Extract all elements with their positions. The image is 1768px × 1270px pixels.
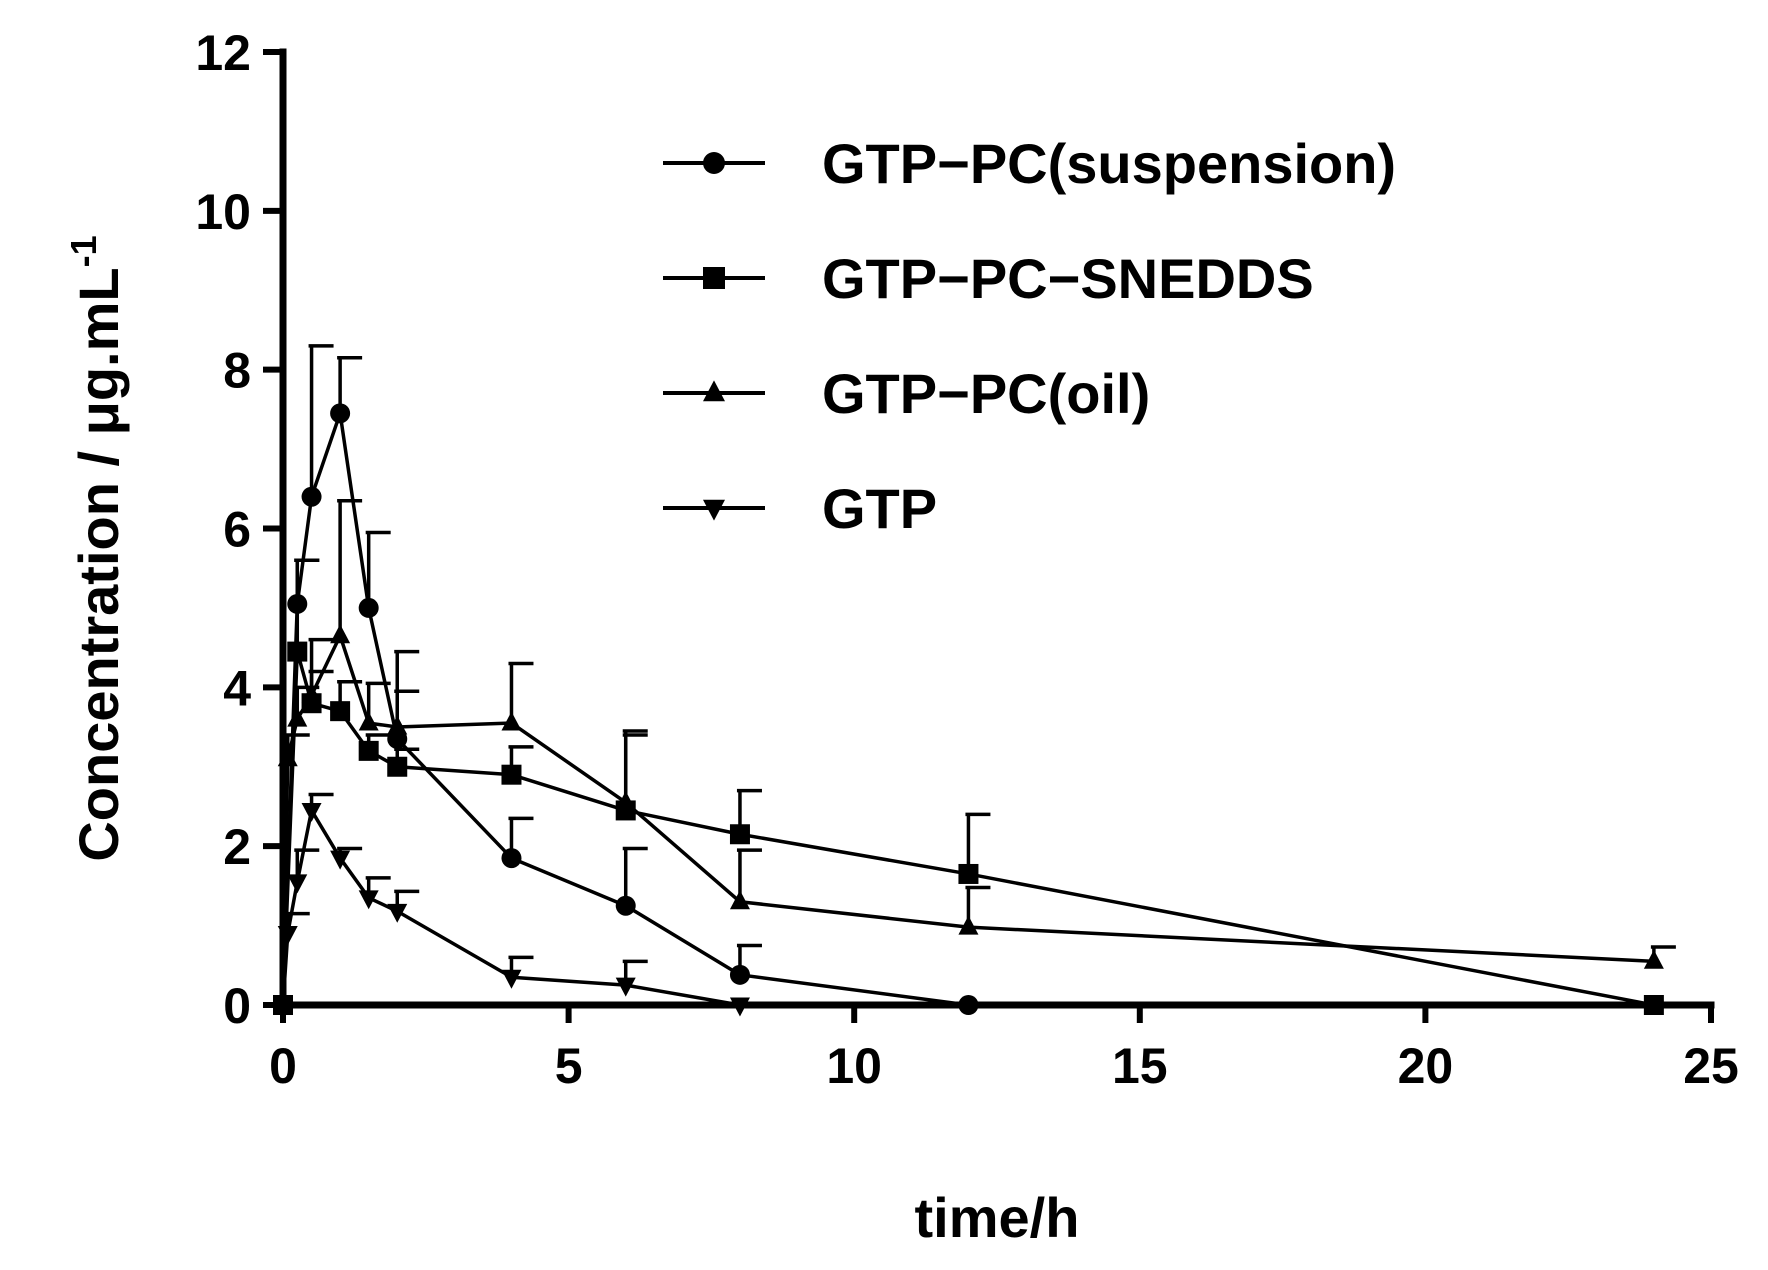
data-point-square bbox=[501, 764, 522, 785]
data-point-triangle-down bbox=[330, 850, 351, 870]
data-point-square bbox=[958, 863, 979, 884]
data-point-triangle-down bbox=[501, 969, 522, 989]
data-point-triangle-down bbox=[387, 903, 408, 923]
data-point-triangle-up bbox=[330, 624, 351, 644]
data-point-square bbox=[387, 756, 408, 777]
y-tick-label: 12 bbox=[195, 25, 251, 81]
data-point-triangle-up bbox=[703, 380, 725, 402]
series-markers bbox=[273, 403, 1664, 1017]
data-point-square bbox=[703, 267, 725, 289]
data-point-circle bbox=[501, 848, 522, 869]
data-point-triangle-up bbox=[358, 711, 379, 731]
error-bars bbox=[284, 344, 1676, 986]
axes: 0 5 10 15 20 25 0 2 4 6 8 10 12 bbox=[195, 25, 1738, 1094]
y-tick-label: 6 bbox=[223, 502, 251, 558]
data-point-triangle-up bbox=[301, 683, 322, 703]
legend-label: GTP−PC−SNEDDS bbox=[822, 247, 1314, 310]
x-tick-label: 0 bbox=[269, 1038, 297, 1094]
data-point-triangle-up bbox=[729, 890, 750, 910]
legend-label: GTP bbox=[822, 477, 937, 540]
y-tick-label: 0 bbox=[223, 978, 251, 1034]
data-point-triangle-down bbox=[703, 499, 725, 521]
data-point-square bbox=[729, 824, 750, 845]
data-point-triangle-up bbox=[1643, 949, 1664, 969]
data-point-triangle-up bbox=[958, 915, 979, 935]
data-point-circle bbox=[301, 486, 322, 507]
data-point-triangle-up bbox=[387, 715, 408, 735]
y-tick-label: 4 bbox=[223, 660, 251, 716]
data-point-triangle-up bbox=[287, 707, 308, 727]
data-point-triangle-down bbox=[301, 802, 322, 822]
data-point-triangle-down bbox=[287, 874, 308, 894]
y-axis-title: Concentration / μg.mL-1 bbox=[63, 235, 130, 861]
data-point-triangle-down bbox=[615, 977, 636, 997]
data-point-circle bbox=[358, 597, 379, 618]
y-axis-title-text: Concentration / μg.mL bbox=[67, 267, 130, 861]
y-axis-title-superscript: -1 bbox=[63, 235, 104, 267]
y-tick-label: 10 bbox=[195, 184, 251, 240]
data-point-circle bbox=[615, 895, 636, 916]
x-tick-label: 15 bbox=[1112, 1038, 1168, 1094]
data-point-circle bbox=[330, 403, 351, 424]
y-tick-label: 2 bbox=[223, 819, 251, 875]
legend-label: GTP−PC(oil) bbox=[822, 362, 1150, 425]
x-tick-label: 10 bbox=[826, 1038, 882, 1094]
data-point-triangle-down bbox=[358, 890, 379, 910]
x-tick-label: 20 bbox=[1398, 1038, 1454, 1094]
x-axis-title: time/h bbox=[915, 1186, 1080, 1249]
series-line bbox=[281, 411, 969, 1007]
legend-label: GTP−PC(suspension) bbox=[822, 132, 1396, 195]
series-line bbox=[281, 808, 741, 1007]
data-point-triangle-up bbox=[501, 711, 522, 731]
x-axis-ticks: 0 5 10 15 20 25 bbox=[269, 1005, 1739, 1094]
data-point-circle bbox=[729, 964, 750, 985]
y-tick-label: 8 bbox=[223, 343, 251, 399]
data-point-circle bbox=[287, 593, 308, 614]
x-tick-label: 5 bbox=[555, 1038, 583, 1094]
data-point-square bbox=[287, 641, 308, 662]
y-axis-ticks: 0 2 4 6 8 10 12 bbox=[195, 25, 283, 1034]
data-point-circle bbox=[703, 152, 725, 174]
data-point-square bbox=[358, 740, 379, 761]
x-tick-label: 25 bbox=[1683, 1038, 1739, 1094]
data-point-square bbox=[330, 701, 351, 722]
data-point-triangle-up bbox=[615, 790, 636, 810]
legend: GTP−PC(suspension) GTP−PC−SNEDDS GTP−PC(oi… bbox=[663, 132, 1396, 540]
